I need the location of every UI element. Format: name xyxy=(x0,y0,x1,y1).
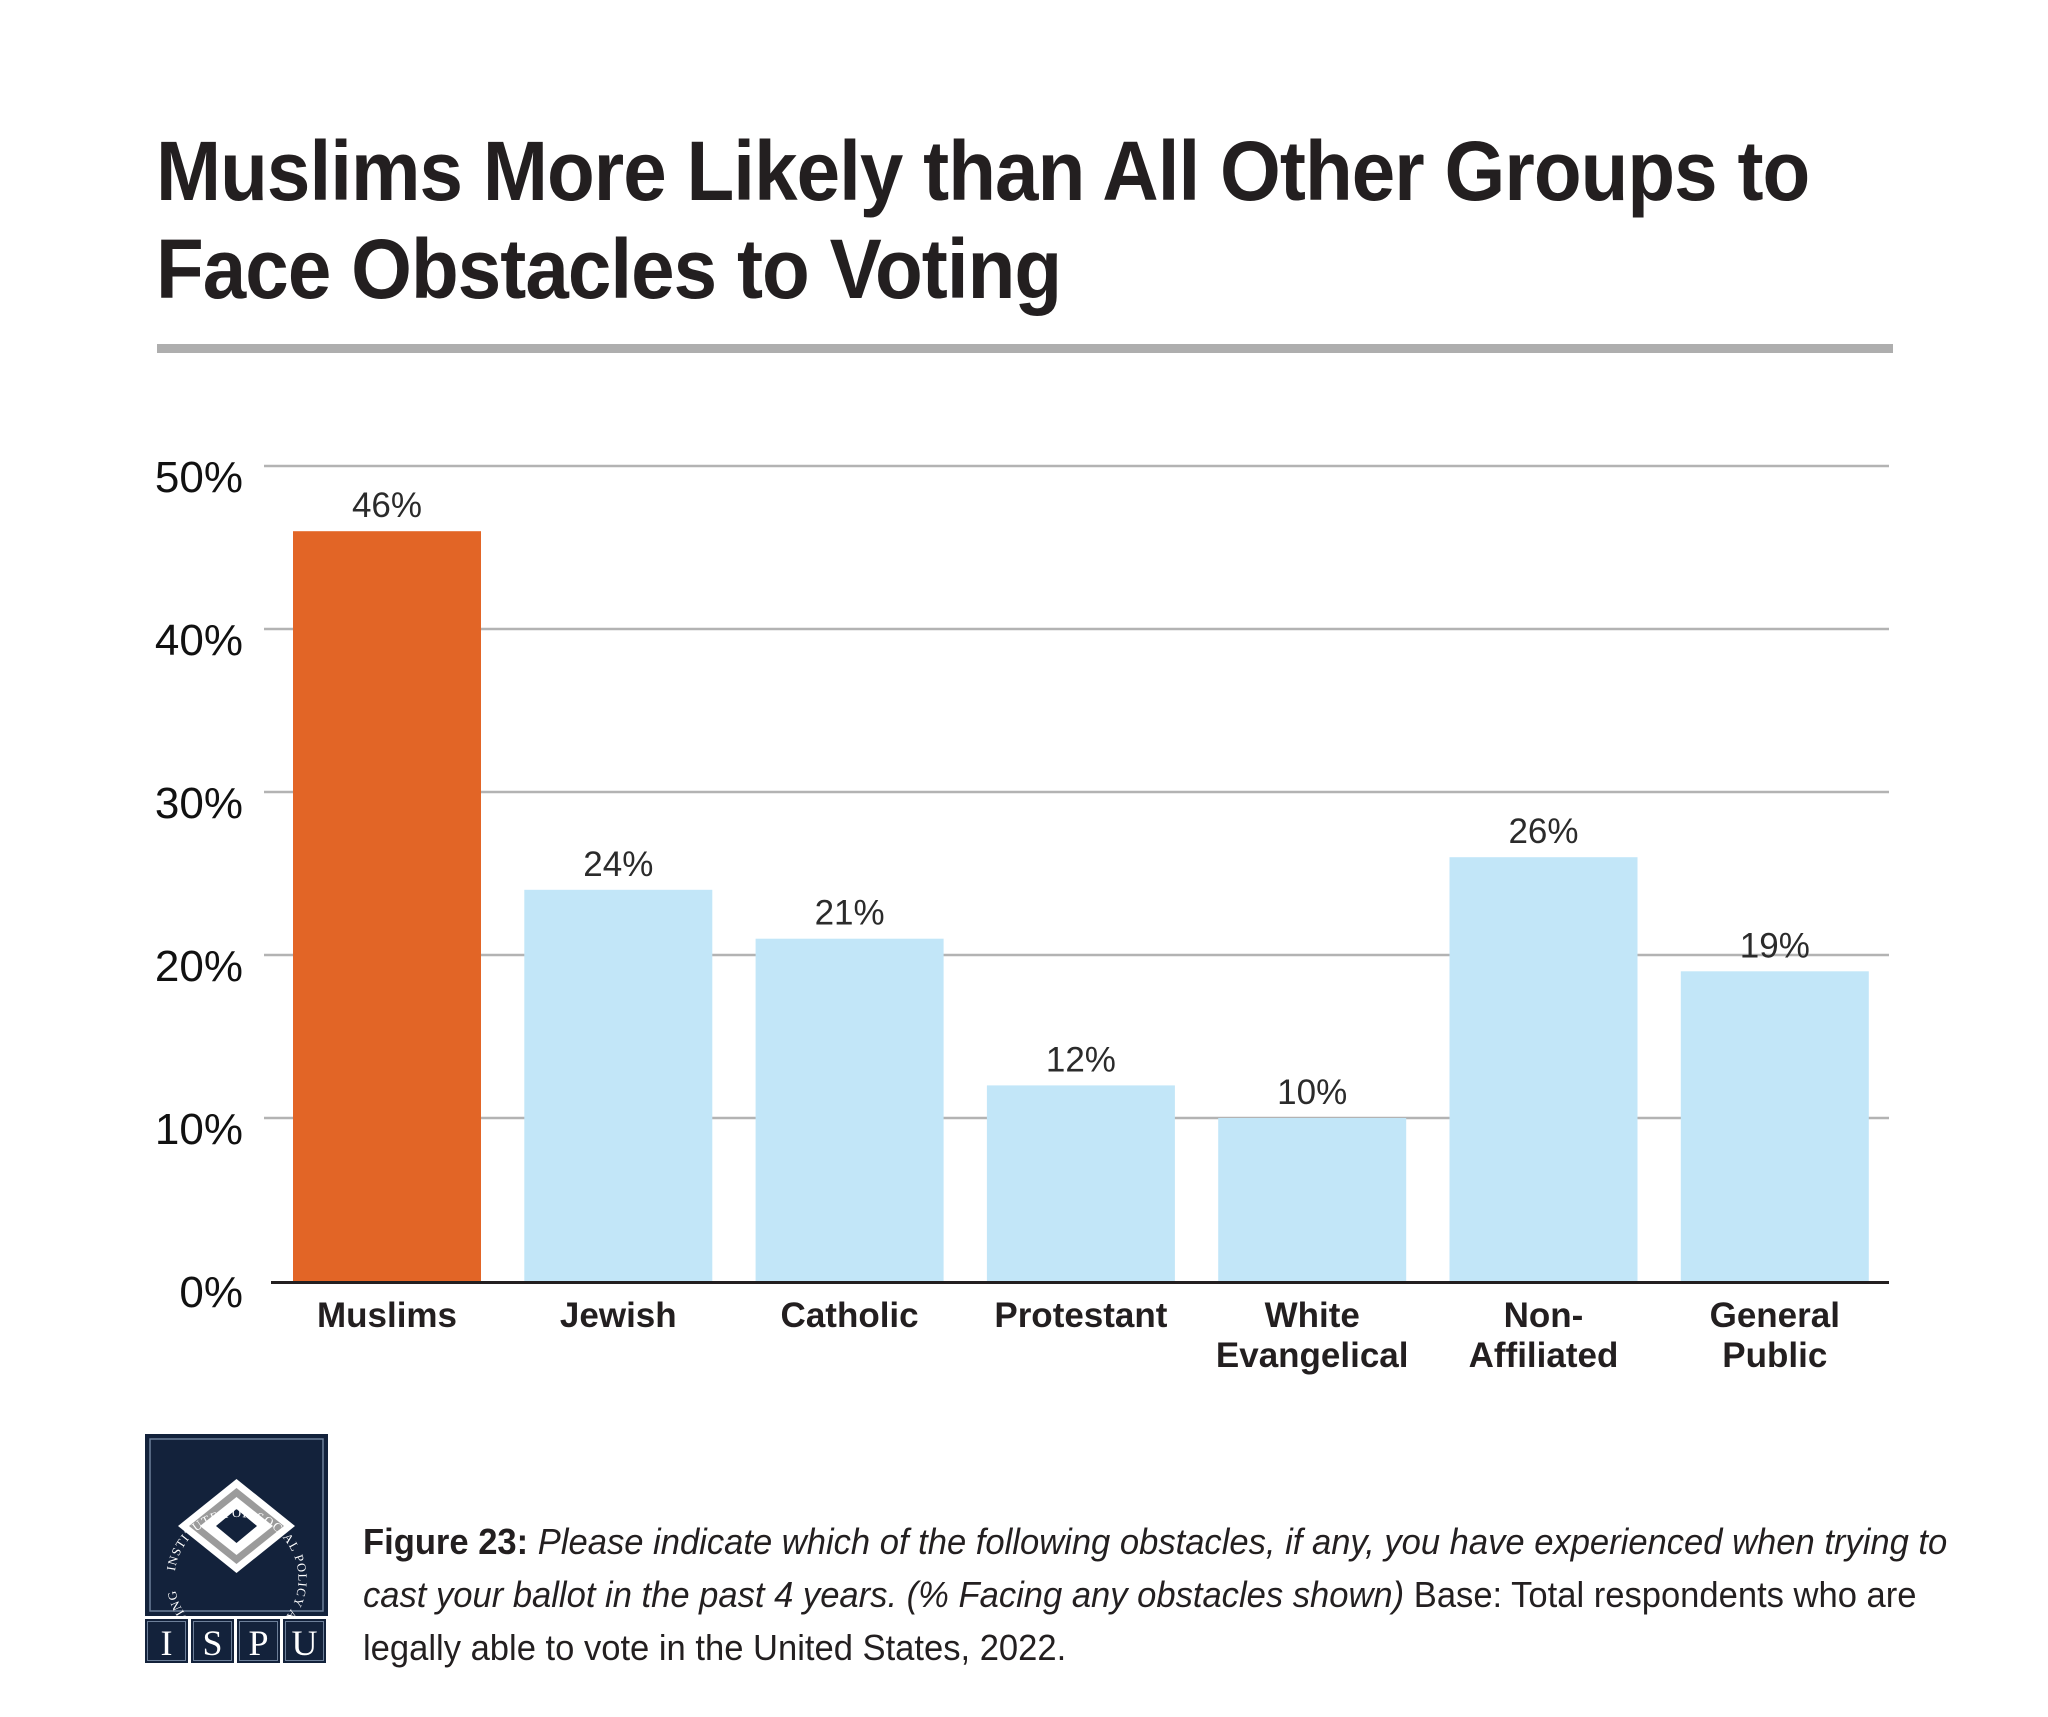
logo-letter: U xyxy=(292,1623,318,1663)
bar xyxy=(293,531,481,1281)
category-label: Non-Affiliated xyxy=(1469,1296,1619,1375)
category-label: General Public xyxy=(1710,1296,1840,1375)
chart-title-line-2: Face Obstacles to Voting xyxy=(156,222,1062,316)
value-label: 26% xyxy=(1508,812,1578,851)
value-labels: 46% 24% 21% 12% 10% 26% 19% xyxy=(352,486,1810,1112)
figure-base: Base: Total respondents who are legally … xyxy=(363,1574,1917,1668)
value-label: 10% xyxy=(1277,1073,1347,1112)
logo-diamond-icon xyxy=(178,1479,295,1573)
ispu-logo: INSTITUTE FOR SOCIAL POLICY AND UNDERSTA… xyxy=(145,1434,328,1663)
value-label: 21% xyxy=(815,894,885,933)
category-label: Jewish xyxy=(560,1296,677,1335)
bar xyxy=(1449,857,1638,1281)
chart-title-line-1: Muslims More Likely than All Other Group… xyxy=(156,124,1810,218)
y-axis-tick-labels: 0% 10% 20% 30% 40% 50% xyxy=(155,453,243,1317)
figure-caption: Figure 23: Please indicate which of the … xyxy=(363,1515,1957,1674)
value-label: 19% xyxy=(1740,926,1810,965)
value-label: 12% xyxy=(1046,1040,1116,1079)
y-tick-label: 20% xyxy=(155,942,243,991)
logo-letter-box xyxy=(145,1619,188,1663)
y-tick-label: 40% xyxy=(155,616,243,665)
bars xyxy=(293,531,1869,1281)
gridlines xyxy=(264,464,1889,1120)
bar xyxy=(755,938,944,1281)
figure-label: Figure 23: xyxy=(363,1521,529,1562)
logo-letter: P xyxy=(248,1623,268,1663)
bar xyxy=(1218,1118,1407,1281)
logo-letter: I xyxy=(161,1623,173,1663)
chart-title: Muslims More Likely than All Other Group… xyxy=(156,122,1810,318)
bar xyxy=(1680,971,1869,1281)
category-label: Protestant xyxy=(994,1296,1167,1335)
value-label: 46% xyxy=(352,486,422,525)
y-tick-label: 50% xyxy=(155,453,243,502)
category-label: Catholic xyxy=(781,1296,919,1335)
bar xyxy=(986,1085,1175,1281)
y-tick-label: 30% xyxy=(155,779,243,828)
category-labels: Muslims Jewish Catholic Protestant White Evan… xyxy=(317,1296,1840,1375)
logo-letter-box xyxy=(191,1619,234,1663)
logo-letter: S xyxy=(202,1623,222,1663)
y-tick-label: 0% xyxy=(179,1268,243,1317)
bar xyxy=(524,889,713,1281)
value-label: 24% xyxy=(583,845,653,884)
category-label: White Evangelical xyxy=(1216,1296,1409,1375)
y-tick-label: 10% xyxy=(155,1105,243,1154)
figure-question: Please indicate which of the following o… xyxy=(363,1521,1948,1615)
logo-letter-box xyxy=(283,1619,326,1663)
logo-letter-box xyxy=(237,1619,280,1663)
title-divider xyxy=(157,344,1893,353)
category-label: Muslims xyxy=(317,1296,457,1335)
